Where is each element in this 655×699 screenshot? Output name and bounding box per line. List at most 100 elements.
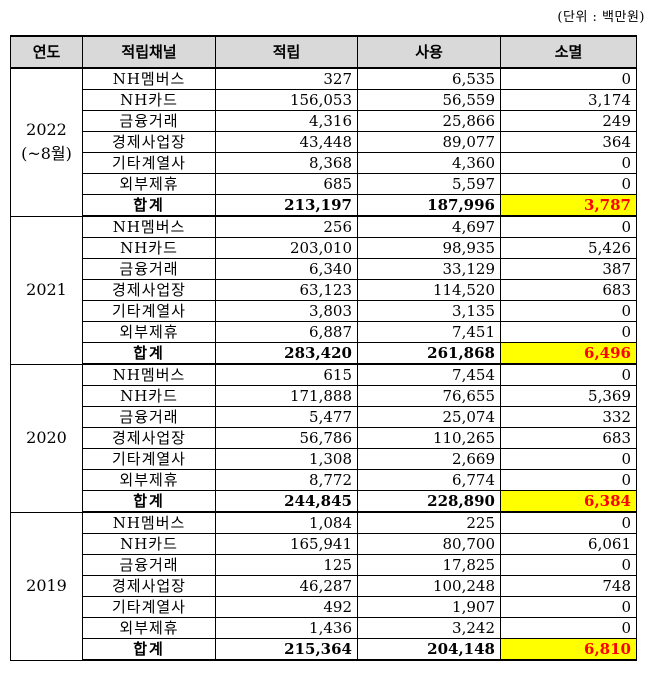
earn-cell: 43,448 (215, 131, 358, 153)
expire-cell: 0 (500, 554, 637, 576)
expire-cell: 332 (500, 406, 637, 428)
use-cell: 98,935 (357, 237, 501, 259)
earn-cell: 615 (215, 363, 358, 386)
use-cell: 33,129 (357, 258, 501, 280)
total-use-cell: 261,868 (357, 342, 501, 365)
use-cell: 89,077 (357, 131, 501, 153)
total-use-cell: 204,148 (357, 638, 501, 661)
expire-cell: 0 (500, 300, 637, 322)
earn-cell: 8,368 (215, 152, 358, 174)
channel-cell: 외부제휴 (82, 469, 216, 491)
earn-cell: 171,888 (215, 385, 358, 407)
total-row: 합계 283,420 261,868 6,496 (11, 342, 637, 365)
use-cell: 7,454 (357, 363, 501, 386)
use-cell: 225 (357, 511, 501, 534)
table-row: NH카드 156,053 56,559 3,174 (11, 89, 637, 111)
use-cell: 25,866 (357, 110, 501, 132)
channel-cell: 기타계열사 (82, 596, 216, 618)
table-row: 2019 NH멤버스 1,084 225 0 (10, 511, 637, 661)
points-table: 연도 적립채널 적립 사용 소멸 2022 (~8월) NH멤버스 327 6,535 0… (10, 35, 637, 661)
year-cell: 2019 (10, 511, 83, 661)
use-cell: 3,242 (357, 617, 501, 639)
channel-cell: 기타계열사 (82, 448, 216, 470)
earn-cell: 63,123 (215, 279, 358, 301)
header-expire: 소멸 (500, 35, 637, 69)
table-row: 경제사업장 43,448 89,077 364 (11, 131, 637, 153)
table-row: 기타계열사 8,368 4,360 0 (11, 152, 637, 174)
expire-cell: 748 (500, 575, 637, 597)
earn-cell: 46,287 (215, 575, 358, 597)
channel-cell: 경제사업장 (82, 427, 216, 449)
use-cell: 5,597 (357, 173, 501, 195)
earn-cell: 1,308 (215, 448, 358, 470)
channel-cell: NH멤버스 (82, 363, 216, 386)
use-cell: 114,520 (357, 279, 501, 301)
channel-cell: 외부제휴 (82, 617, 216, 639)
table-row: 외부제휴 8,772 6,774 0 (11, 469, 637, 491)
earn-cell: 685 (215, 173, 358, 195)
table-row: 외부제휴 685 5,597 0 (11, 173, 637, 195)
expire-cell: 387 (500, 258, 637, 280)
total-row: 합계 244,845 228,890 6,384 (11, 490, 637, 513)
use-cell: 4,697 (357, 215, 501, 238)
expire-cell: 0 (500, 67, 637, 90)
table-row: 기타계열사 3,803 3,135 0 (11, 300, 637, 322)
use-cell: 4,360 (357, 152, 501, 174)
total-use-cell: 187,996 (357, 194, 501, 217)
earn-cell: 1,084 (215, 511, 358, 534)
channel-cell: 금융거래 (82, 554, 216, 576)
channel-cell: 경제사업장 (82, 575, 216, 597)
channel-cell: 경제사업장 (82, 279, 216, 301)
channel-cell: NH카드 (82, 533, 216, 555)
total-channel-cell: 합계 (82, 342, 216, 365)
channel-cell: 금융거래 (82, 406, 216, 428)
expire-cell: 0 (500, 469, 637, 491)
channel-cell: NH멤버스 (82, 67, 216, 90)
table-row: NH카드 203,010 98,935 5,426 (11, 237, 637, 259)
use-cell: 6,774 (357, 469, 501, 491)
channel-cell: 기타계열사 (82, 300, 216, 322)
table-row: 외부제휴 6,887 7,451 0 (11, 321, 637, 343)
year-label: 2019 (26, 576, 67, 595)
channel-cell: 외부제휴 (82, 173, 216, 195)
earn-cell: 165,941 (215, 533, 358, 555)
year-cell: 2020 (10, 363, 83, 513)
total-channel-cell: 합계 (82, 638, 216, 661)
expire-cell: 6,061 (500, 533, 637, 555)
expire-cell: 364 (500, 131, 637, 153)
table-row: 2022 (~8월) NH멤버스 327 6,535 0 (10, 67, 637, 217)
total-channel-cell: 합계 (82, 490, 216, 513)
table-row: 2021 NH멤버스 256 4,697 0 (10, 215, 637, 365)
year-cell: 2022 (~8월) (10, 67, 83, 217)
use-cell: 6,535 (357, 67, 501, 90)
total-row: 합계 215,364 204,148 6,810 (11, 638, 637, 661)
total-earn-cell: 244,845 (215, 490, 358, 513)
use-cell: 76,655 (357, 385, 501, 407)
header-use: 사용 (357, 35, 501, 69)
table-row: NH카드 165,941 80,700 6,061 (11, 533, 637, 555)
expire-cell: 5,426 (500, 237, 637, 259)
table-row: 금융거래 4,316 25,866 249 (11, 110, 637, 132)
earn-cell: 6,887 (215, 321, 358, 343)
total-expire-cell: 3,787 (500, 194, 637, 217)
expire-cell: 0 (500, 152, 637, 174)
total-row: 합계 213,197 187,996 3,787 (11, 194, 637, 217)
year-label: 2022 (26, 120, 67, 140)
channel-cell: 경제사업장 (82, 131, 216, 153)
table-header-row: 연도 적립채널 적립 사용 소멸 (10, 35, 637, 69)
expire-cell: 0 (500, 617, 637, 639)
expire-cell: 0 (500, 596, 637, 618)
expire-cell: 5,369 (500, 385, 637, 407)
use-cell: 100,248 (357, 575, 501, 597)
channel-cell: 외부제휴 (82, 321, 216, 343)
total-channel-cell: 합계 (82, 194, 216, 217)
header-year: 연도 (10, 35, 83, 69)
header-earn: 적립 (215, 35, 358, 69)
expire-cell: 249 (500, 110, 637, 132)
table-row: 금융거래 6,340 33,129 387 (11, 258, 637, 280)
use-cell: 17,825 (357, 554, 501, 576)
channel-cell: NH카드 (82, 237, 216, 259)
unit-label: (단위 : 백만원) (557, 10, 645, 25)
earn-cell: 4,316 (215, 110, 358, 132)
earn-cell: 492 (215, 596, 358, 618)
